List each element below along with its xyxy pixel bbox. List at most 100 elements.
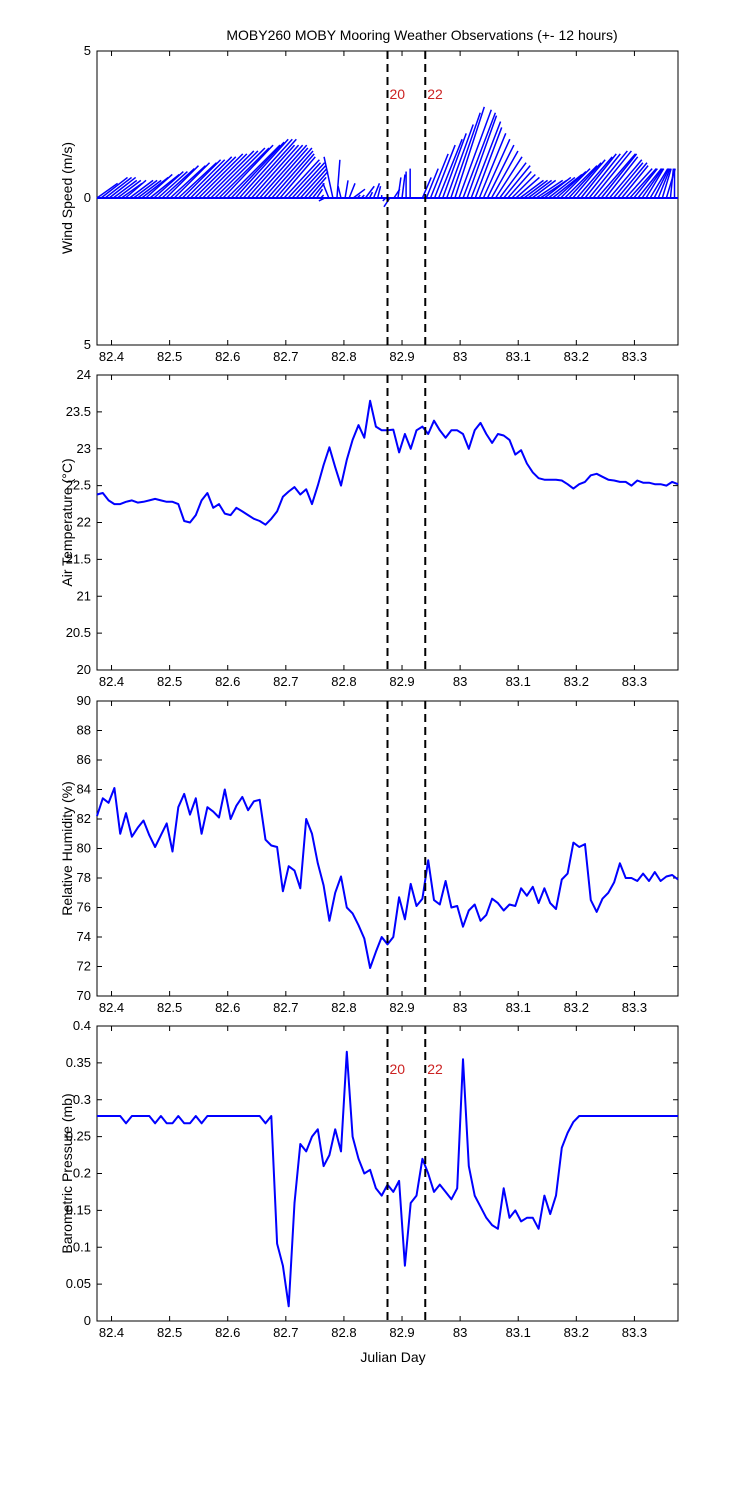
wind-stick (318, 197, 326, 202)
wind-stick (291, 162, 326, 199)
wind-stick (190, 156, 233, 199)
wind-stick (382, 197, 387, 202)
x-tick-label: 82.4 (99, 674, 124, 689)
wind-stick (295, 165, 327, 199)
wind-stick (129, 179, 154, 199)
wind-stick (474, 127, 503, 199)
x-tick-label: 83.3 (622, 1325, 647, 1340)
wind-stick (531, 179, 557, 199)
wind-stick (108, 176, 137, 199)
wind-stick (96, 182, 119, 199)
series-line (96, 787, 679, 969)
wind-stick (173, 162, 211, 199)
wind-stick (336, 159, 341, 199)
wind-stick (356, 194, 361, 199)
y-axis-label: Air Temperature (°C) (59, 458, 75, 586)
wind-stick (490, 150, 519, 199)
wind-stick (194, 156, 237, 199)
y-tick-label: 0.25 (66, 1129, 91, 1144)
wind-stick (214, 147, 266, 199)
wind-stick (246, 144, 296, 199)
wind-stick (527, 179, 553, 199)
y-tick-label: 78 (77, 870, 91, 885)
x-tick-label: 82.6 (215, 1000, 240, 1015)
wind-stick (283, 159, 320, 199)
y-tick-label: 20.5 (66, 625, 91, 640)
wind-stick (446, 124, 474, 199)
wind-stick (161, 168, 195, 199)
wind-stick (141, 176, 169, 199)
wind-stick (625, 168, 653, 199)
wind-stick (360, 194, 365, 199)
x-tick-label: 82.7 (273, 1325, 298, 1340)
wind-stick (560, 168, 591, 199)
y-tick-label: 0 (84, 190, 91, 205)
x-tick-label: 83 (453, 1000, 467, 1015)
marker-label: 22 (427, 1061, 443, 1077)
wind-stick (320, 194, 325, 199)
x-tick-label: 83.1 (506, 349, 531, 364)
x-tick-label: 82.6 (215, 349, 240, 364)
x-tick-label: 83 (453, 674, 467, 689)
y-tick-label: 0.4 (73, 1018, 91, 1033)
wind-stick (279, 156, 316, 199)
wind-stick (584, 153, 621, 199)
wind-stick (259, 144, 308, 199)
wind-stick (568, 162, 602, 199)
wind-stick (234, 138, 289, 199)
wind-stick (177, 162, 218, 199)
wind-stick (535, 179, 564, 199)
wind-stick (299, 168, 328, 199)
chart-panel-2: 82.4 82.5 82.6 82.7 82.8 82.9 83 83.1 83.2 83.3 20… (59, 367, 679, 689)
wind-stick (482, 138, 511, 199)
wind-stick (185, 159, 226, 199)
y-tick-label: 24 (77, 367, 91, 382)
y-tick-label: 23.5 (66, 404, 91, 419)
wind-stick (429, 153, 449, 199)
y-tick-label: 0.15 (66, 1202, 91, 1217)
x-tick-label: 82.7 (273, 674, 298, 689)
wind-stick (153, 170, 184, 199)
wind-stick (486, 144, 515, 199)
wind-stick (466, 115, 498, 199)
x-tick-label: 82.9 (389, 1000, 414, 1015)
wind-stick (124, 179, 147, 199)
wind-stick (112, 179, 138, 199)
wind-stick (437, 138, 463, 199)
chart-panel-1: 82.4 82.5 82.6 82.7 82.8 82.9 83 83.1 83.2 83.3 5 0… (59, 43, 679, 364)
wind-stick (629, 168, 657, 199)
wind-stick (149, 173, 180, 199)
wind-stick (226, 144, 281, 199)
wind-stick (250, 144, 300, 199)
wind-stick (401, 174, 406, 199)
wind-stick (337, 186, 342, 199)
wind-stick (383, 197, 391, 208)
wind-stick (612, 162, 644, 199)
x-tick-label: 82.8 (331, 674, 356, 689)
x-tick-label: 82.6 (215, 1325, 240, 1340)
wind-stick (478, 133, 507, 199)
x-tick-label: 83 (453, 349, 467, 364)
x-tick-label: 83.2 (564, 674, 589, 689)
y-tick-label: 84 (77, 782, 91, 797)
wind-stick (397, 177, 402, 199)
wind-stick (600, 153, 638, 199)
y-tick-label: 5 (84, 43, 91, 58)
wind-stick (364, 185, 375, 199)
wind-stick (222, 144, 274, 199)
wind-stick (198, 153, 244, 199)
wind-stick (137, 179, 162, 199)
wind-stick (657, 168, 671, 199)
wind-stick (376, 186, 382, 199)
x-tick-label: 82.9 (389, 674, 414, 689)
y-tick-label: 0.05 (66, 1276, 91, 1291)
x-tick-label: 82.4 (99, 349, 124, 364)
wind-stick (450, 112, 481, 199)
x-tick-label: 82.9 (389, 1325, 414, 1340)
y-tick-label: 0 (84, 1313, 91, 1328)
figure-title: MOBY260 MOBY Mooring Weather Observation… (226, 27, 617, 43)
y-tick-label: 20 (77, 662, 91, 677)
chart-panel-4: 82.4 82.5 82.6 82.7 82.8 82.9 83 83.1 83.2 83.3 0 0… (59, 1018, 679, 1340)
wind-stick (458, 109, 493, 199)
wind-stick (547, 176, 576, 199)
